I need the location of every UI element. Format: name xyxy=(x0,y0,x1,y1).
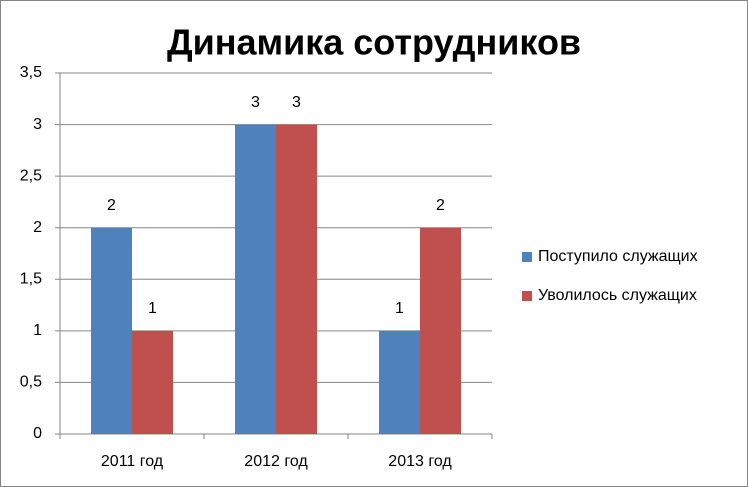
legend-label: Поступило служащих xyxy=(538,248,698,265)
data-label: 3 xyxy=(292,94,301,111)
y-tick-label: 3 xyxy=(33,116,42,133)
y-tick-label: 2,5 xyxy=(20,167,42,184)
legend-swatch xyxy=(522,291,532,301)
data-label: 3 xyxy=(251,94,260,111)
x-tick-label: 2011 год xyxy=(101,453,164,470)
y-tick-label: 1,5 xyxy=(20,271,42,288)
bar xyxy=(91,227,132,434)
bar xyxy=(276,124,317,435)
x-tick-label: 2012 год xyxy=(244,453,308,470)
y-tick-label: 0 xyxy=(33,425,42,442)
bar xyxy=(235,124,276,435)
data-label: 1 xyxy=(395,300,404,317)
data-label: 2 xyxy=(107,197,116,214)
y-tick-label: 1 xyxy=(33,322,42,339)
bar xyxy=(420,227,461,434)
legend-label: Уволилось служащих xyxy=(538,287,697,304)
bar xyxy=(132,330,173,434)
chart-title: Динамика сотрудников xyxy=(167,22,581,63)
x-tick-label: 2013 год xyxy=(388,453,452,470)
bar xyxy=(379,330,420,434)
y-tick-label: 2 xyxy=(33,219,42,236)
y-tick-label: 0,5 xyxy=(20,374,42,391)
data-label: 2 xyxy=(436,197,445,214)
data-label: 1 xyxy=(148,300,157,317)
y-tick-label: 3,5 xyxy=(20,64,42,81)
legend-swatch xyxy=(522,252,532,262)
